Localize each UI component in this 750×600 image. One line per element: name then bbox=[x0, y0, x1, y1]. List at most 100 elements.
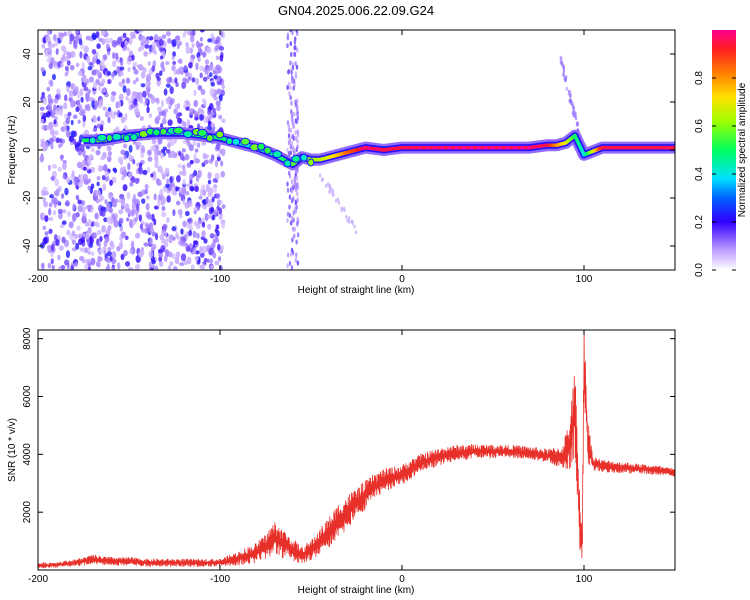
noise-dot bbox=[103, 217, 108, 223]
noise-dot bbox=[72, 203, 76, 210]
noise-dot bbox=[157, 106, 163, 112]
ridge-blob bbox=[106, 134, 114, 143]
noise-dot bbox=[77, 119, 81, 124]
noise-dot bbox=[87, 185, 91, 191]
noise-dot bbox=[214, 260, 220, 266]
noise-dot bbox=[62, 162, 67, 171]
noise-dot bbox=[39, 106, 45, 111]
noise-dot bbox=[182, 168, 187, 177]
noise-dot bbox=[149, 36, 154, 41]
noise-dot bbox=[132, 80, 137, 85]
noise-dot bbox=[112, 60, 117, 68]
noise-dot bbox=[111, 72, 115, 78]
noise-dot bbox=[192, 140, 197, 147]
noise-dot bbox=[116, 66, 120, 74]
noise-dot bbox=[286, 211, 290, 217]
noise-dot bbox=[101, 225, 106, 233]
noise-dot bbox=[213, 209, 218, 216]
noise-dot bbox=[111, 266, 116, 270]
snr-x-ticks: -200 -100 0 100 bbox=[28, 330, 593, 585]
noise-dot bbox=[42, 197, 46, 204]
noise-dot bbox=[126, 217, 130, 222]
noise-dot bbox=[91, 32, 97, 40]
noise-dot bbox=[66, 51, 72, 60]
noise-dot bbox=[43, 236, 48, 245]
noise-dot bbox=[51, 164, 58, 169]
noise-dot bbox=[162, 146, 167, 151]
noise-dot bbox=[91, 48, 97, 55]
noise-dot bbox=[48, 216, 54, 222]
noise-dot bbox=[167, 265, 172, 270]
noise-dot bbox=[111, 39, 117, 48]
noise-dot bbox=[158, 38, 164, 47]
noise-dot bbox=[41, 91, 46, 97]
noise-dot bbox=[105, 266, 110, 270]
y-tick-label: -20 bbox=[22, 190, 33, 205]
noise-dot bbox=[81, 62, 85, 70]
noise-dot bbox=[63, 31, 68, 37]
noise-dot bbox=[159, 70, 163, 77]
noise-dot bbox=[165, 235, 170, 243]
noise-dot bbox=[171, 226, 177, 232]
noise-dot bbox=[92, 56, 96, 65]
noise-dot bbox=[201, 221, 206, 228]
noise-dot bbox=[321, 177, 324, 182]
noise-dot bbox=[131, 202, 136, 211]
noise-dot bbox=[289, 144, 293, 150]
noise-dot bbox=[171, 39, 177, 47]
noise-dot bbox=[216, 80, 222, 86]
noise-dot bbox=[192, 231, 198, 238]
noise-dot bbox=[195, 62, 199, 71]
noise-dot bbox=[293, 182, 296, 188]
noise-dot bbox=[86, 258, 92, 264]
noise-dot bbox=[184, 260, 188, 266]
noise-dot bbox=[163, 113, 167, 119]
noise-dot bbox=[199, 114, 204, 121]
noise-dot bbox=[293, 233, 296, 239]
noise-dot bbox=[106, 202, 111, 209]
x-tick-label: 100 bbox=[576, 274, 593, 285]
noise-dot bbox=[47, 103, 52, 110]
noise-dot bbox=[90, 147, 95, 153]
noise-dot bbox=[44, 231, 49, 236]
noise-dot bbox=[182, 199, 186, 206]
noise-dot bbox=[218, 46, 225, 51]
noise-dot bbox=[296, 216, 299, 222]
noise-dot bbox=[331, 191, 334, 196]
noise-dot bbox=[145, 73, 152, 82]
noise-dot bbox=[107, 116, 111, 124]
noise-dot bbox=[172, 60, 176, 66]
ridge-core bbox=[480, 146, 485, 150]
noise-dot bbox=[181, 81, 187, 89]
noise-dot bbox=[296, 260, 300, 266]
noise-dot bbox=[165, 97, 171, 104]
noise-dot bbox=[194, 116, 199, 121]
noise-dot bbox=[104, 171, 110, 177]
noise-dot bbox=[96, 69, 101, 76]
noise-dot bbox=[97, 248, 103, 255]
noise-dot bbox=[87, 178, 92, 184]
chart-title: GN04.2025.006.22.09.G24 bbox=[278, 3, 434, 18]
ridge-core bbox=[487, 146, 492, 150]
noise-dot bbox=[348, 216, 351, 221]
ridge-blob bbox=[111, 132, 122, 141]
noise-dot bbox=[125, 77, 131, 84]
colorbar-tick-label: 0.0 bbox=[694, 263, 705, 277]
noise-dot bbox=[82, 114, 87, 122]
noise-dot bbox=[42, 186, 48, 192]
noise-dot bbox=[354, 230, 358, 235]
noise-dot bbox=[118, 93, 124, 102]
noise-dot bbox=[122, 85, 127, 93]
noise-dot bbox=[200, 188, 204, 197]
noise-dot bbox=[52, 196, 58, 204]
noise-dot bbox=[184, 242, 189, 248]
noise-dot bbox=[106, 155, 112, 163]
noise-dot bbox=[64, 200, 70, 207]
noise-dot bbox=[160, 245, 166, 252]
noise-dot bbox=[337, 200, 341, 205]
noise-dot bbox=[294, 73, 298, 79]
noise-dot bbox=[182, 178, 186, 186]
noise-dot bbox=[50, 43, 56, 48]
noise-dot bbox=[218, 114, 223, 120]
noise-dot bbox=[574, 111, 577, 116]
